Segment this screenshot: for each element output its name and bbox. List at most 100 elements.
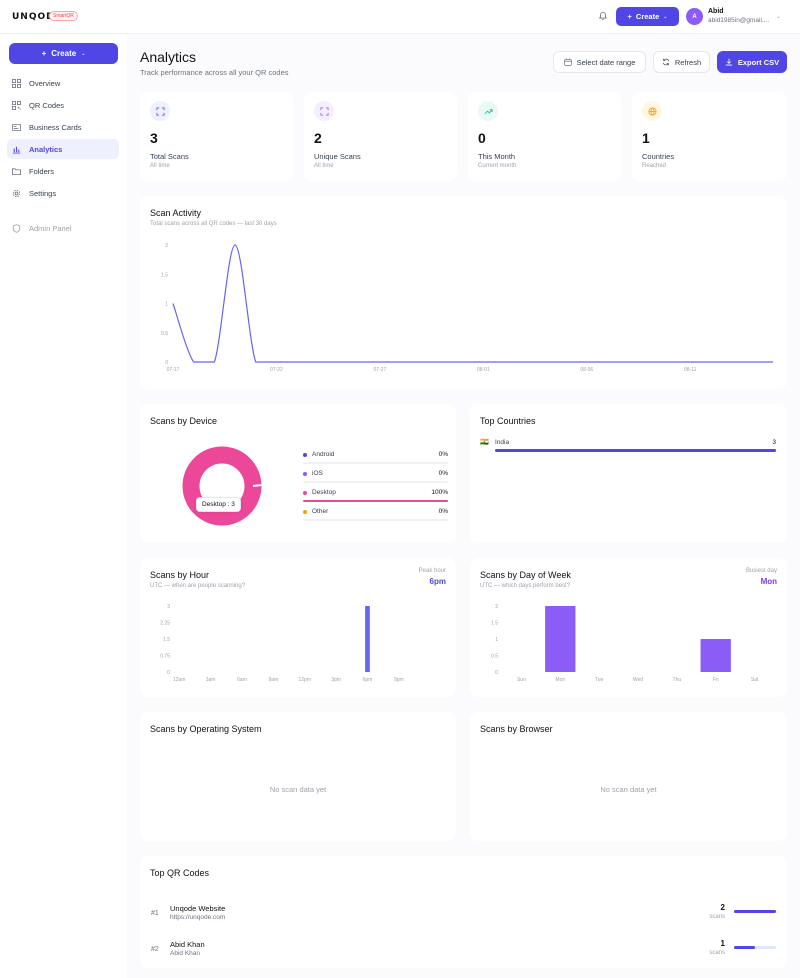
qr-track [734,910,776,913]
device-title: Scans by Device [150,416,218,426]
stat-value: 3 [150,130,158,146]
sidebar-item-overview[interactable]: Overview [7,73,119,93]
weekday-bar-chart: 0 0.5 1 1.5 2 Sun Mon Tue Wed Thu Fri Sat [491,604,759,683]
x-tick-label: 07-27 [373,367,386,373]
y-tick-label: 0.75 [160,654,170,660]
chevron-down-icon: ⌄ [663,13,668,20]
x-tick-label: 08-11 [684,367,697,373]
legend-track [303,500,448,502]
qr-url: https://unqode.com [170,914,226,921]
y-tick-label: 1 [165,302,168,308]
stat-card-total-scans: 3 Total Scans All time [140,92,293,181]
legend-track [303,519,448,521]
peak-hour-value: 6pm [429,577,446,586]
refresh-icon [662,58,670,66]
stat-sub: All time [314,163,334,169]
date-range-button[interactable]: Select date range [553,51,646,73]
sidebar-item-qr-codes[interactable]: QR Codes [7,95,119,115]
peak-hour-label: Peak hour [418,568,446,574]
device-donut-chart [182,446,263,526]
country-row-india: 🇮🇳 India 3 [480,438,776,454]
bar-Fri [700,639,731,672]
country-count: 3 [772,439,776,446]
qr-icon [12,100,21,110]
y-tick-label: 1.5 [163,637,170,643]
sidebar-item-settings[interactable]: Settings [7,183,119,203]
stat-card-this-month: 0 This Month Current month [468,92,621,181]
stat-card-countries: 1 Countries Reached [632,92,787,181]
logo[interactable]: UNQODE [12,12,62,22]
x-tick-label: Wed [633,677,643,683]
x-tick-label: 08-06 [580,367,593,373]
legend-track [303,481,448,483]
sidebar-item-label: QR Codes [29,100,65,110]
qr-row[interactable]: #2 Abid Khan Abid Khan 1 scans [140,937,787,967]
flag-icon: 🇮🇳 [480,439,489,446]
scan-icon [314,101,334,121]
avatar[interactable]: A [686,8,703,25]
stat-value: 0 [478,130,486,146]
sidebar-item-business-cards[interactable]: Business Cards [7,117,119,137]
stat-sub: Current month [478,163,517,169]
bell-icon[interactable] [598,11,608,21]
stat-label: This Month [478,152,516,161]
sidebar-item-label: Settings [29,188,57,198]
qr-row[interactable]: #1 Unqode Website https://unqode.com 2 s… [140,901,787,931]
country-track [495,449,776,452]
header-create-button[interactable]: + Create ⌄ [616,7,679,26]
sidebar: + Create ⌄ Overview QR Codes Business Ca… [0,34,127,978]
legend-pct: 100% [431,489,448,496]
qr-count: 1 [720,939,725,948]
country-name: India [495,439,510,446]
user-email[interactable]: abid1985in@gmail.... [708,17,770,24]
export-csv-button[interactable]: Export CSV [717,51,787,73]
browser-empty-message: No scan data yet [600,785,657,794]
top-qr-title: Top QR Codes [150,868,210,878]
x-tick-label: Sat [751,677,759,683]
hour-card: Scans by Hour UTC — when are people scan… [140,558,456,697]
x-tick-label: 6am [237,677,247,683]
os-card: Scans by Operating System No scan data y… [140,712,456,841]
user-name[interactable]: Abid [708,8,724,15]
browser-title: Scans by Browser [480,724,553,734]
y-tick-label: 0 [165,360,168,366]
donut-tooltip: Desktop : 3 [196,497,241,512]
y-tick-label: 1.5 [491,621,498,627]
legend-name: Desktop [312,489,336,496]
x-tick-label: 12pm [298,677,311,683]
browser-card: Scans by Browser No scan data yet [470,712,787,841]
refresh-button[interactable]: Refresh [653,51,710,73]
trend-up-icon [478,101,498,121]
y-tick-label: 3 [167,604,170,610]
scan-activity-subtitle: Total scans across all QR codes — last 3… [150,221,277,227]
user-menu-chevron-icon[interactable]: ⌄ [776,14,782,20]
weekday-title: Scans by Day of Week [480,570,571,580]
scan-activity-title: Scan Activity [150,208,202,218]
country-fill [495,449,776,452]
sidebar-create-button[interactable]: + Create ⌄ [9,43,118,64]
card-icon [12,123,21,131]
scan-activity-chart: 0 0.5 1 1.5 2 07-17 07-22 07-27 08-01 08-06 08-11 [161,243,774,373]
stat-sub: Reached [642,163,667,169]
sidebar-item-label: Admin Panel [29,223,72,233]
weekday-card: Scans by Day of Week UTC — which days pe… [470,558,787,697]
legend-name: iOS [312,470,323,477]
sidebar-item-folders[interactable]: Folders [7,161,119,181]
refresh-label: Refresh [674,57,702,67]
legend-dot [303,472,307,476]
busiest-day-value: Mon [760,577,777,586]
qr-name: Unqode Website [170,904,226,913]
download-icon [725,58,733,66]
busiest-day-label: Busiest day [745,568,777,574]
x-tick-label: Mon [555,677,565,683]
legend-pct: 0% [438,470,448,477]
qr-count: 2 [720,903,725,912]
qr-name: Abid Khan [170,940,205,949]
grid-icon [12,78,21,88]
x-tick-label: 9pm [394,677,404,683]
sidebar-item-analytics[interactable]: Analytics [7,139,119,159]
sidebar-item-admin-panel[interactable]: Admin Panel [7,218,119,238]
export-label: Export CSV [737,57,780,67]
donut-gap [252,484,263,487]
x-tick-label: 3pm [331,677,341,683]
